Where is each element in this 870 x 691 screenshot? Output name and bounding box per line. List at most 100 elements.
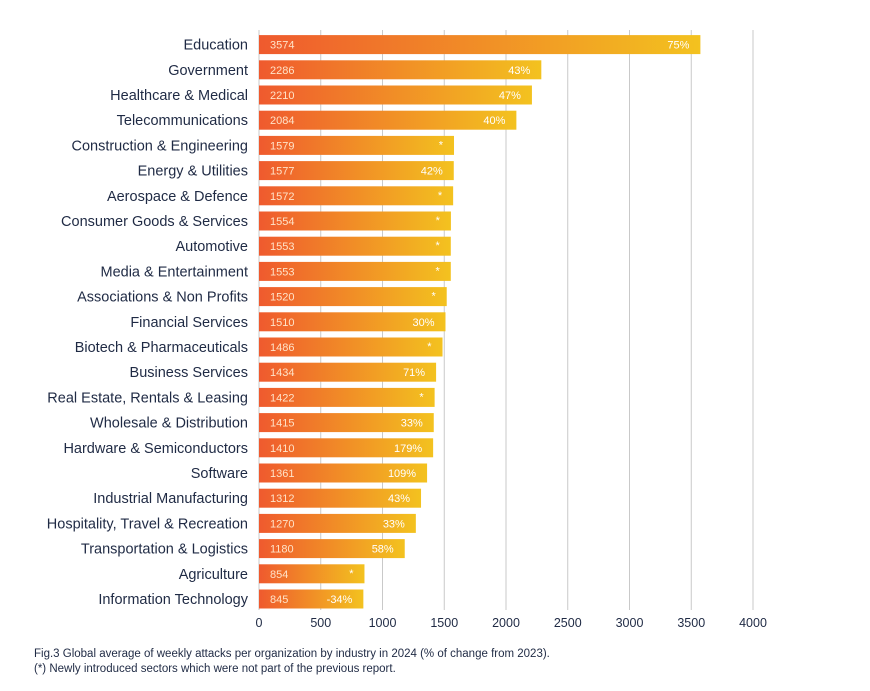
bar-change-label: *	[436, 240, 441, 252]
category-label: Education	[184, 38, 249, 54]
category-labels: Education Government Healthcare & Medical T…	[47, 38, 249, 608]
category-label: Agriculture	[179, 567, 248, 583]
bar	[259, 287, 447, 307]
bar	[259, 564, 365, 584]
bar-value-label: 1361	[270, 468, 294, 480]
bar	[259, 387, 435, 407]
bar-change-label: *	[438, 190, 443, 202]
x-tick-label: 1500	[430, 616, 458, 630]
bar-change-label: *	[431, 291, 436, 303]
bar	[259, 35, 701, 55]
bar-change-label: 109%	[388, 468, 416, 480]
bar-change-label: 43%	[508, 65, 530, 77]
bar-change-label: 71%	[403, 367, 425, 379]
x-axis-ticks: 0 500 1000 1500 2000 2500 3000 3500 4000	[256, 616, 767, 630]
bar-change-label: 179%	[394, 443, 422, 455]
category-label: Hardware & Semiconductors	[63, 441, 248, 457]
category-label: Real Estate, Rentals & Leasing	[47, 390, 248, 406]
bar	[259, 413, 434, 433]
x-tick-label: 4000	[739, 616, 767, 630]
bar-value-label: 1270	[270, 518, 294, 530]
bar-change-label: *	[349, 568, 354, 580]
bar-value-label: 3574	[270, 40, 294, 52]
bar-value-label: 1577	[270, 166, 294, 178]
bar-change-label: *	[436, 265, 441, 277]
bar	[259, 161, 454, 181]
bar-value-label: 1180	[270, 544, 294, 556]
bar-value-label: 1554	[270, 216, 294, 228]
bar	[259, 85, 532, 105]
bar-change-label: *	[436, 215, 441, 227]
category-label: Healthcare & Medical	[110, 88, 248, 104]
bar	[259, 312, 446, 332]
bar	[259, 236, 451, 256]
bar-value-label: 2210	[270, 90, 294, 102]
category-label: Biotech & Pharmaceuticals	[75, 340, 248, 356]
bar-change-label: 43%	[388, 493, 410, 505]
bar-value-label: 1410	[270, 443, 294, 455]
category-label: Telecommunications	[117, 113, 248, 129]
x-tick-label: 3500	[677, 616, 705, 630]
bar-value-label: 845	[270, 594, 288, 606]
bar-value-label: 2084	[270, 115, 294, 127]
x-tick-label: 3000	[616, 616, 644, 630]
category-label: Associations & Non Profits	[77, 290, 248, 306]
x-tick-label: 2500	[554, 616, 582, 630]
bar	[259, 589, 364, 609]
x-tick-label: 0	[256, 616, 263, 630]
category-label: Business Services	[130, 365, 248, 381]
category-label: Government	[168, 63, 248, 79]
bar-value-label: 1486	[270, 342, 294, 354]
bar-change-label: *	[419, 391, 424, 403]
bar	[259, 211, 451, 231]
bar-value-label: 1422	[270, 392, 294, 404]
bar	[259, 261, 451, 281]
bar-change-label: 75%	[667, 40, 689, 52]
category-label: Financial Services	[130, 315, 248, 331]
x-tick-label: 500	[310, 616, 331, 630]
category-label: Transportation & Logistics	[81, 542, 248, 558]
category-label: Automotive	[175, 239, 248, 255]
bar	[259, 135, 455, 155]
figure-footnote: (*) Newly introduced sectors which were …	[34, 663, 396, 675]
category-label: Media & Entertainment	[101, 264, 249, 280]
bar	[259, 362, 437, 382]
bar	[259, 539, 405, 559]
bar-change-label: 47%	[499, 90, 521, 102]
bar	[259, 337, 443, 357]
bar-change-label: 58%	[372, 544, 394, 556]
category-label: Hospitality, Travel & Recreation	[47, 516, 248, 532]
category-label: Industrial Manufacturing	[93, 491, 248, 507]
bar	[259, 110, 517, 130]
category-label: Aerospace & Defence	[107, 189, 248, 205]
bar-value-label: 1415	[270, 418, 294, 430]
figure-caption: Fig.3 Global average of weekly attacks p…	[34, 648, 550, 660]
category-label: Software	[191, 466, 248, 482]
category-label: Wholesale & Distribution	[90, 416, 248, 432]
bar-value-label: 854	[270, 569, 288, 581]
bar-value-label: 1553	[270, 241, 294, 253]
x-tick-label: 2000	[492, 616, 520, 630]
bar	[259, 463, 428, 483]
bar-change-label: 40%	[483, 115, 505, 127]
bar-value-label: 1579	[270, 140, 294, 152]
category-label: Construction & Engineering	[71, 138, 248, 154]
bar	[259, 488, 422, 508]
bar-change-label: 33%	[383, 518, 405, 530]
bar-value-label: 1520	[270, 292, 294, 304]
bar	[259, 438, 434, 458]
bar-value-label: 1312	[270, 493, 294, 505]
bar	[259, 60, 542, 80]
category-label: Information Technology	[98, 592, 248, 608]
bar-change-label: *	[427, 341, 432, 353]
bar-value-label: 1572	[270, 191, 294, 203]
category-label: Consumer Goods & Services	[61, 214, 248, 230]
x-tick-label: 1000	[369, 616, 397, 630]
bar-change-label: 30%	[412, 317, 434, 329]
category-label: Energy & Utilities	[138, 164, 248, 180]
bar	[259, 186, 454, 206]
bar	[259, 513, 416, 533]
bar-value-label: 2286	[270, 65, 294, 77]
bars: 3574 75% 2286 43% 2210 47% 2084 40% 1579 * 1577 42%…	[259, 35, 701, 609]
